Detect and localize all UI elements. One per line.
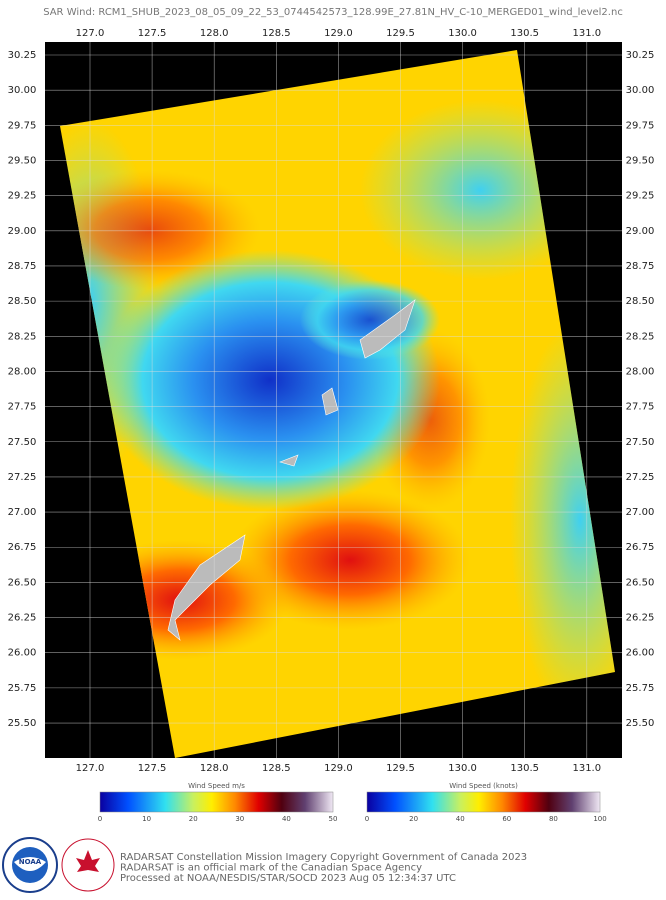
lat-label-right: 28.00 <box>626 366 655 377</box>
credits: RADARSAT Constellation Mission Imagery C… <box>120 852 527 884</box>
lon-label-bottom: 131.0 <box>572 763 601 774</box>
lat-label-left: 28.00 <box>8 366 37 377</box>
colorbar <box>99 791 334 813</box>
lat-label-left: 26.75 <box>8 542 37 553</box>
colorbars: Wind Speed m/s 0 10 20 30 40 50 Wind Speed (kno… <box>98 782 607 823</box>
lon-label-top: 127.5 <box>138 28 167 39</box>
lon-label-top: 128.5 <box>262 28 291 39</box>
lon-label-bottom: 129.0 <box>324 763 353 774</box>
lon-label-bottom: 129.5 <box>386 763 415 774</box>
lon-label-bottom: 128.5 <box>262 763 291 774</box>
lon-label-bottom: 130.0 <box>448 763 477 774</box>
colorbar-tick-label: 60 <box>502 815 511 823</box>
lat-label-left: 28.50 <box>8 296 37 307</box>
lat-label-left: 29.50 <box>8 155 37 166</box>
lat-label-left: 27.75 <box>8 402 37 413</box>
csa-logo <box>61 838 115 892</box>
lat-label-right: 29.75 <box>626 120 655 131</box>
lat-label-left: 27.00 <box>8 507 37 518</box>
lat-label-left: 26.50 <box>8 577 37 588</box>
lat-label-right: 26.00 <box>626 648 655 659</box>
colorbar-tick-label: 40 <box>282 815 291 823</box>
colorbar-tick-label: 80 <box>549 815 558 823</box>
lat-label-right: 26.25 <box>626 613 655 624</box>
lat-label-right: 25.75 <box>626 683 655 694</box>
noaa-logo: NOAA <box>2 837 58 893</box>
lat-label-left: 30.25 <box>8 50 37 61</box>
colorbar-tick-label: 100 <box>593 815 606 823</box>
colorbar-tick-label: 10 <box>142 815 151 823</box>
colorbar-tick-label: 0 <box>365 815 369 823</box>
lon-label-top: 131.0 <box>572 28 601 39</box>
lat-label-right: 25.50 <box>626 718 655 729</box>
lon-label-bottom: 127.0 <box>76 763 105 774</box>
lat-label-right: 26.50 <box>626 577 655 588</box>
lat-label-right: 27.25 <box>626 472 655 483</box>
title: SAR Wind: RCM1_SHUB_2023_08_05_09_22_53_… <box>43 7 623 18</box>
credit-line: Processed at NOAA/NESDIS/STAR/SOCD 2023 … <box>120 873 456 884</box>
credit-line: RADARSAT is an official mark of the Cana… <box>120 863 422 874</box>
lat-label-right: 30.00 <box>626 85 655 96</box>
lat-label-left: 27.25 <box>8 472 37 483</box>
lon-label-top: 130.5 <box>510 28 539 39</box>
lat-label-left: 30.00 <box>8 85 37 96</box>
colorbar-tick-label: 40 <box>456 815 465 823</box>
lat-label-right: 27.75 <box>626 402 655 413</box>
lon-label-top: 128.0 <box>200 28 229 39</box>
lat-label-right: 26.75 <box>626 542 655 553</box>
colorbar <box>366 791 601 813</box>
lat-label-right: 28.50 <box>626 296 655 307</box>
colorbar-title: Wind Speed m/s <box>188 782 245 790</box>
lon-label-top: 129.0 <box>324 28 353 39</box>
lat-label-left: 25.75 <box>8 683 37 694</box>
colorbar-tick-label: 20 <box>189 815 198 823</box>
lon-label-top: 129.5 <box>386 28 415 39</box>
colorbar-tick-label: 30 <box>235 815 244 823</box>
lat-label-left: 29.25 <box>8 191 37 202</box>
lat-label-right: 28.25 <box>626 331 655 342</box>
lat-label-right: 27.50 <box>626 437 655 448</box>
lat-label-right: 29.50 <box>626 155 655 166</box>
lat-label-left: 29.75 <box>8 120 37 131</box>
lon-label-bottom: 127.5 <box>138 763 167 774</box>
islands <box>167 299 416 641</box>
lat-label-left: 25.50 <box>8 718 37 729</box>
lon-label-bottom: 130.5 <box>510 763 539 774</box>
lat-label-left: 26.25 <box>8 613 37 624</box>
graticule: 127.0 127.0 127.5 127.5 128.0 128.0 128.5 128.5… <box>8 28 655 774</box>
lat-label-right: 28.75 <box>626 261 655 272</box>
lat-label-left: 27.50 <box>8 437 37 448</box>
lon-label-bottom: 128.0 <box>200 763 229 774</box>
lon-label-top: 130.0 <box>448 28 477 39</box>
lat-label-left: 28.75 <box>8 261 37 272</box>
lat-label-right: 27.00 <box>626 507 655 518</box>
lat-label-right: 29.00 <box>626 226 655 237</box>
lat-label-left: 28.25 <box>8 331 37 342</box>
colorbar-tick-label: 20 <box>409 815 418 823</box>
colorbar-tick-label: 0 <box>98 815 102 823</box>
credit-line: RADARSAT Constellation Mission Imagery C… <box>120 852 527 863</box>
lat-label-right: 30.25 <box>626 50 655 61</box>
lat-label-right: 29.25 <box>626 191 655 202</box>
noaa-logo-text: NOAA <box>19 858 42 866</box>
colorbar-title: Wind Speed (knots) <box>449 782 518 790</box>
lon-label-top: 127.0 <box>76 28 105 39</box>
colorbar-tick-label: 50 <box>329 815 338 823</box>
lat-label-left: 26.00 <box>8 648 37 659</box>
lat-label-left: 29.00 <box>8 226 37 237</box>
